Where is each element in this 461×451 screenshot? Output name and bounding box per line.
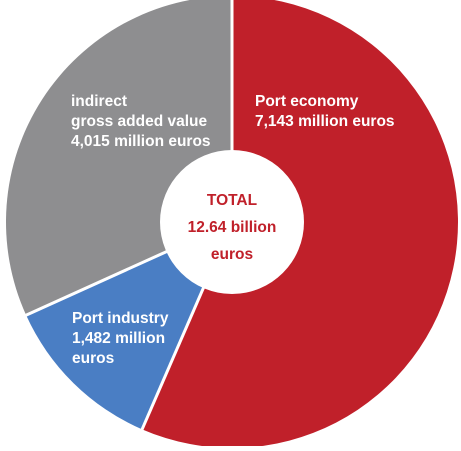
slice-label: indirect gross added value 4,015 million e… [71, 93, 211, 150]
slice-label-line: 1,482 million [72, 330, 165, 347]
labels-layer: Port economy 7,143 million euros Port indu… [71, 93, 395, 367]
slice-label-line: indirect [71, 93, 127, 110]
center-label-line: euros [211, 246, 253, 263]
center-circle [160, 150, 304, 294]
center-total-label: TOTAL 12.64 billion euros [188, 192, 277, 263]
slice-label-line: Port economy [255, 93, 359, 110]
slice-label: Port industry 1,482 million euros [72, 310, 169, 367]
slice-label-line: euros [72, 350, 114, 367]
slice-label-line: 4,015 million euros [71, 133, 211, 150]
slice-label-line: Port industry [72, 310, 169, 327]
center-label-line: 12.64 billion [188, 219, 277, 236]
center-label-line: TOTAL [207, 192, 257, 209]
slice-label: Port economy 7,143 million euros [255, 93, 395, 130]
pie-slice-port-industry [26, 222, 233, 430]
slice-label-line: gross added value [71, 113, 207, 130]
slice-label-line: 7,143 million euros [255, 113, 395, 130]
